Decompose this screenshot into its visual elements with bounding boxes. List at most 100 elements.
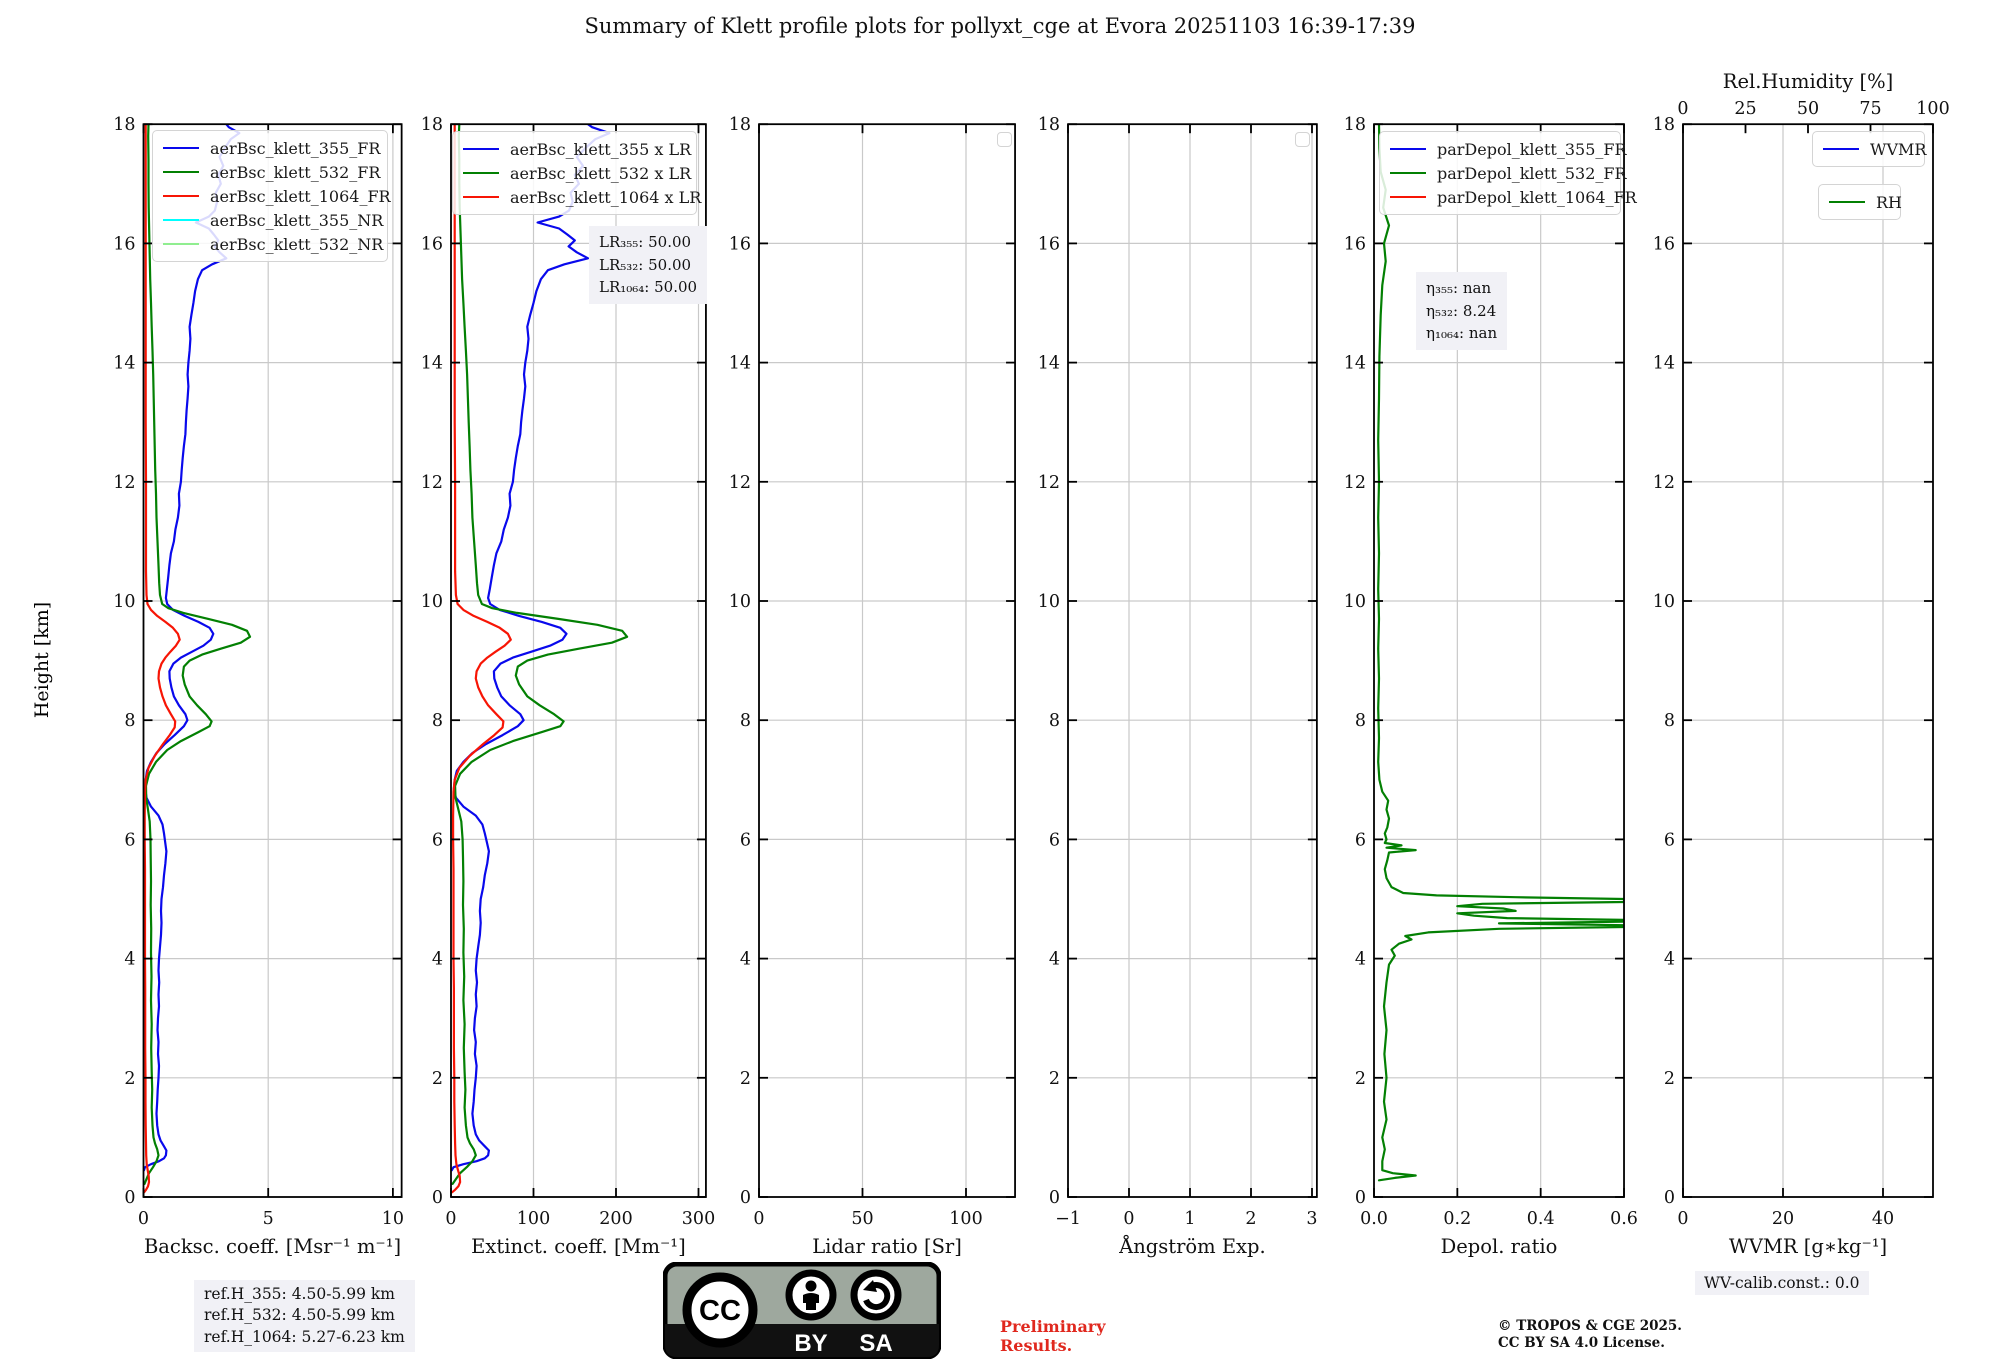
y-tick-label: 14 (421, 354, 443, 374)
aerBsc_klett_355 x LR-curve (451, 124, 611, 1172)
lr_box: LR₃₅₅: 50.00 LR₅₃₂: 50.00 LR₁₀₆₄: 50.00 (589, 226, 708, 304)
y-tick-label: 10 (113, 592, 135, 612)
y-tick-label: 6 (1355, 830, 1366, 850)
x-tick-label: 50 (851, 1209, 873, 1229)
y-tick-label: 16 (1344, 234, 1366, 254)
x-tick-label: 0.0 (1360, 1209, 1388, 1229)
aerBsc_klett_532 x LR-curve (451, 124, 629, 1186)
y-tick-label: 18 (729, 115, 751, 135)
y-tick-label: 12 (1653, 473, 1675, 493)
legend-line-swatch (1390, 172, 1426, 174)
y-tick-label: 10 (1344, 592, 1366, 612)
y-tick-label: 2 (740, 1069, 751, 1089)
legend-item-label: WVMR (1870, 139, 1927, 159)
legend-line-swatch (163, 195, 199, 197)
legend-item: parDepol_klett_1064_FR (1390, 185, 1637, 209)
legend-line-swatch (1829, 201, 1865, 203)
wv-calib-box: WV-calib.const.: 0.0 (1695, 1271, 1869, 1295)
y-tick-label: 8 (740, 711, 751, 731)
backscatter-plot: 0 5 10 0 2 4 6 8 10 12 14 16 18 Backsc. coeff. [Msr⁻¹… (113, 115, 404, 1258)
legend-line-swatch (163, 171, 199, 173)
aerBsc_klett_1064 x LR-curve (451, 124, 512, 1194)
legend-item: parDepol_klett_355_FR (1390, 137, 1627, 161)
depol-plot: 0.0 0.2 0.4 0.6 0 2 4 6 8 10 12 14 16 18 Depol. ratio (1344, 115, 1638, 1258)
annotation-line: LR₅₃₂: 50.00 (599, 255, 692, 274)
legend-line-swatch (463, 172, 499, 174)
backscatter-legend: aerBsc_klett_355_FR aerBsc_klett_532_FR ae… (152, 130, 391, 262)
legend-item-label: aerBsc_klett_1064_FR (210, 186, 391, 206)
eta_box: η₃₅₅: nan η₅₃₂: 8.24 η₁₀₆₄: nan (1416, 272, 1508, 350)
axes-box (758, 123, 1016, 1198)
y-tick-label: 2 (1355, 1069, 1366, 1089)
y-tick-label: 12 (113, 473, 135, 493)
legend-line-swatch (1823, 148, 1859, 150)
legend-item: aerBsc_klett_355_NR (163, 208, 383, 232)
angstrom-xlabel: Ångström Exp. (1118, 1233, 1266, 1258)
cc-icon-letters: CC (699, 1295, 741, 1327)
legend-item-label: aerBsc_klett_1064 x LR (510, 187, 702, 207)
legend-item-label: aerBsc_klett_532_NR (210, 234, 384, 254)
y-tick-label: 14 (113, 354, 135, 374)
backscatter-xlabel: Backsc. coeff. [Msr⁻¹ m⁻¹] (144, 1235, 401, 1258)
x-tick-label: 20 (1772, 1209, 1794, 1229)
legend-item-label: aerBsc_klett_355 x LR (510, 139, 692, 159)
y-tick-label: 0 (740, 1188, 751, 1208)
y-tick-label: 8 (1355, 711, 1366, 731)
cc-by-sa-badge: CC BY SA (663, 1262, 941, 1359)
aerBsc_klett_1064_FR-curve (143, 124, 181, 1194)
cc-by-label: BY (794, 1330, 827, 1357)
x-tick-label: 0 (1123, 1209, 1134, 1229)
lidar_ratio-legend (997, 132, 1012, 147)
height-axis-label: Height [km] (31, 601, 53, 719)
x-tick-label: 0 (445, 1209, 456, 1229)
legend-item-label: aerBsc_klett_532_FR (210, 162, 381, 182)
x-tick-label: 3 (1306, 1209, 1317, 1229)
ref-h-355: ref.H_355: 4.50-5.99 km (204, 1285, 395, 1303)
extinction-plot: 0 100 200 300 0 2 4 6 8 10 12 14 16 18 Extinct. coeff.… (421, 115, 715, 1258)
x-tick-label: 100 (517, 1209, 550, 1229)
y-tick-label: 2 (1049, 1069, 1060, 1089)
axes-box (1373, 123, 1625, 1198)
legend-item-label: aerBsc_klett_355_NR (210, 210, 384, 230)
extinction-xlabel: Extinct. coeff. [Mm⁻¹] (471, 1235, 686, 1258)
legend-item: aerBsc_klett_532_NR (163, 232, 383, 256)
y-tick-label: 8 (124, 711, 135, 731)
y-tick-label: 16 (1653, 234, 1675, 254)
x-tick-label: 0 (753, 1209, 764, 1229)
legend-item: aerBsc_klett_355 x LR (463, 137, 691, 161)
annotation-line: η₃₅₅: nan (1426, 279, 1492, 297)
y-tick-label: 16 (421, 234, 443, 254)
y-tick-label: 4 (740, 950, 751, 970)
y-tick-label: 18 (421, 115, 443, 135)
legend-line-swatch (163, 243, 199, 245)
y-tick-label: 14 (1038, 354, 1060, 374)
y-tick-label: 18 (1038, 115, 1060, 135)
rh-tick-label: 75 (1859, 99, 1881, 119)
y-tick-label: 0 (432, 1188, 443, 1208)
x-tick-label: 0.2 (1443, 1209, 1471, 1229)
x-tick-label: 2 (1245, 1209, 1256, 1229)
legend-item: WVMR (1823, 137, 1926, 161)
x-tick-label: 10 (382, 1209, 404, 1229)
extinction-legend: aerBsc_klett_355 x LR aerBsc_klett_532 x … (452, 131, 701, 215)
annotation-line: LR₃₅₅: 50.00 (599, 233, 692, 251)
depol-legend: parDepol_klett_355_FR parDepol_klett_532_… (1379, 131, 1637, 215)
x-tick-label: 5 (263, 1209, 274, 1229)
x-tick-label: 300 (682, 1209, 715, 1229)
y-tick-label: 16 (1038, 234, 1060, 254)
parDepol_klett_532_FR-curve (1377, 124, 1625, 1182)
y-tick-label: 18 (113, 115, 135, 135)
y-tick-label: 8 (1664, 711, 1675, 731)
y-tick-label: 2 (1664, 1069, 1675, 1089)
y-tick-label: 4 (432, 950, 443, 970)
y-tick-label: 6 (124, 830, 135, 850)
legend-item-label: parDepol_klett_1064_FR (1437, 187, 1637, 207)
legend-line-swatch (463, 148, 499, 150)
lidar_ratio-plot: 0 50 100 0 2 4 6 8 10 12 14 16 18 Lidar ratio [Sr] (729, 115, 1016, 1258)
legend-line-swatch (163, 219, 199, 221)
wvmr-legend: RH (1818, 184, 1902, 220)
legend-item-label: aerBsc_klett_532 x LR (510, 163, 692, 183)
